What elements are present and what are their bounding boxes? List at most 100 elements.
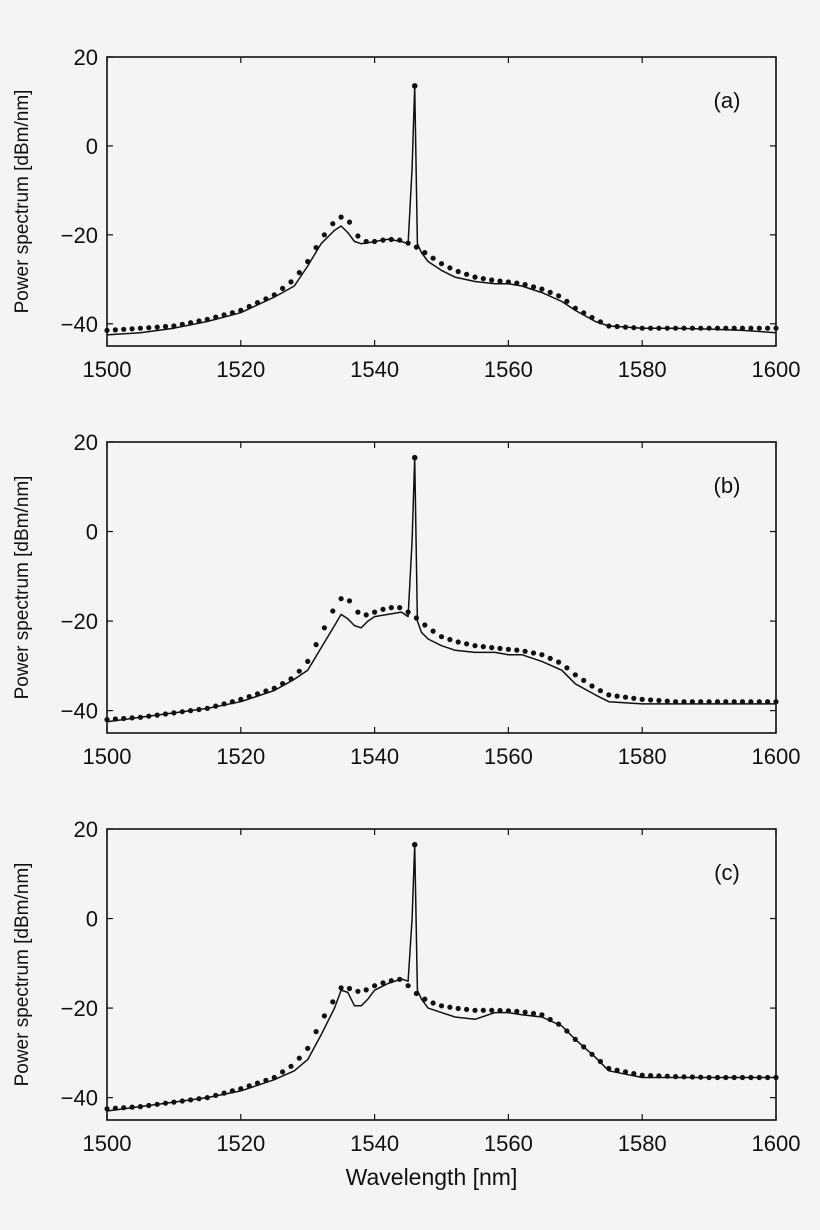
data-point — [129, 715, 135, 721]
data-point — [280, 681, 286, 687]
data-point — [146, 325, 152, 331]
data-point — [489, 1007, 495, 1013]
data-point — [321, 1013, 327, 1019]
data-point — [338, 985, 344, 991]
data-point — [380, 980, 386, 986]
panel-label: (a) — [714, 88, 741, 113]
data-point — [614, 323, 620, 330]
data-point — [330, 221, 336, 227]
data-point — [104, 1106, 110, 1112]
data-point — [539, 1012, 545, 1018]
data-point — [581, 677, 587, 684]
data-point — [271, 1074, 277, 1081]
data-point — [530, 650, 537, 656]
y-tick-label: 0 — [86, 907, 98, 932]
data-point — [422, 622, 428, 628]
data-point — [489, 645, 495, 651]
x-tick-label: 1520 — [216, 1131, 265, 1156]
data-point — [505, 646, 511, 652]
data-point — [698, 699, 704, 705]
data-point — [238, 1086, 244, 1092]
y-tick-label: −20 — [61, 223, 98, 248]
x-tick-label: 1600 — [752, 357, 801, 382]
data-point — [388, 978, 394, 984]
data-point — [714, 325, 721, 331]
data-point — [346, 598, 353, 604]
x-tick-label: 1560 — [484, 1131, 533, 1156]
data-point — [196, 706, 202, 713]
data-point — [606, 1065, 612, 1072]
data-point — [388, 605, 394, 611]
data-point — [731, 325, 737, 331]
x-tick-label: 1600 — [752, 744, 801, 769]
data-point — [656, 1073, 662, 1079]
data-point — [773, 325, 779, 331]
data-point — [614, 1067, 620, 1073]
x-tick-label: 1560 — [484, 744, 533, 769]
y-tick-label: −40 — [61, 699, 98, 724]
data-point — [656, 325, 662, 331]
data-point — [673, 325, 679, 331]
data-point — [254, 1080, 261, 1086]
peak-point — [411, 454, 418, 461]
data-point — [664, 325, 670, 331]
data-point — [238, 307, 244, 313]
y-axis-label: Power spectrum [dBm/nm] — [12, 476, 33, 700]
data-point — [698, 1074, 704, 1080]
data-point — [464, 1006, 470, 1013]
data-point — [622, 694, 629, 700]
data-point — [447, 636, 453, 643]
data-point — [648, 697, 654, 703]
data-point — [597, 688, 604, 694]
data-point — [196, 1096, 202, 1102]
data-point — [363, 987, 369, 993]
x-tick-label: 1580 — [618, 744, 667, 769]
data-point — [355, 988, 361, 994]
data-point — [597, 319, 604, 325]
data-point — [313, 245, 319, 251]
data-point — [530, 284, 537, 290]
data-point — [188, 1097, 194, 1103]
data-point — [564, 1028, 570, 1034]
data-point — [706, 699, 712, 705]
data-point — [137, 1104, 143, 1110]
data-point — [355, 609, 361, 615]
data-point — [280, 1069, 286, 1075]
data-point — [171, 323, 177, 329]
y-tick-label: 20 — [74, 430, 98, 455]
data-point — [464, 271, 470, 277]
data-point — [296, 668, 302, 674]
data-point — [472, 1007, 478, 1013]
data-point — [146, 713, 152, 719]
data-point — [497, 645, 503, 652]
data-point — [480, 1007, 486, 1013]
panel-c: 1500 1520 1540 1560 1580 1600 20 0 −20 −40 Power s… — [12, 817, 800, 1190]
y-tick-label: −40 — [61, 312, 98, 337]
data-point — [773, 1074, 779, 1081]
data-point — [589, 314, 595, 321]
data-point — [221, 312, 227, 318]
data-point — [572, 672, 578, 678]
data-point — [171, 1099, 177, 1105]
data-point — [121, 326, 127, 332]
data-point — [731, 1074, 737, 1081]
y-axis-label: Power spectrum [dBm/nm] — [12, 863, 33, 1087]
data-point — [430, 255, 436, 261]
data-point — [723, 699, 729, 705]
data-point — [664, 698, 670, 704]
data-point — [104, 717, 110, 723]
data-point — [739, 325, 746, 331]
y-tick-label: 0 — [86, 134, 98, 159]
y-axis-label: Power spectrum [dBm/nm] — [12, 90, 33, 314]
data-point — [689, 325, 696, 331]
data-point — [313, 1029, 319, 1035]
data-point — [681, 325, 687, 331]
data-point — [723, 1074, 729, 1081]
data-point — [572, 305, 578, 311]
data-point — [263, 1077, 269, 1083]
data-point — [213, 703, 219, 709]
data-point — [221, 1090, 227, 1096]
data-point — [639, 1072, 645, 1078]
data-point — [631, 695, 637, 701]
data-point — [330, 999, 336, 1005]
